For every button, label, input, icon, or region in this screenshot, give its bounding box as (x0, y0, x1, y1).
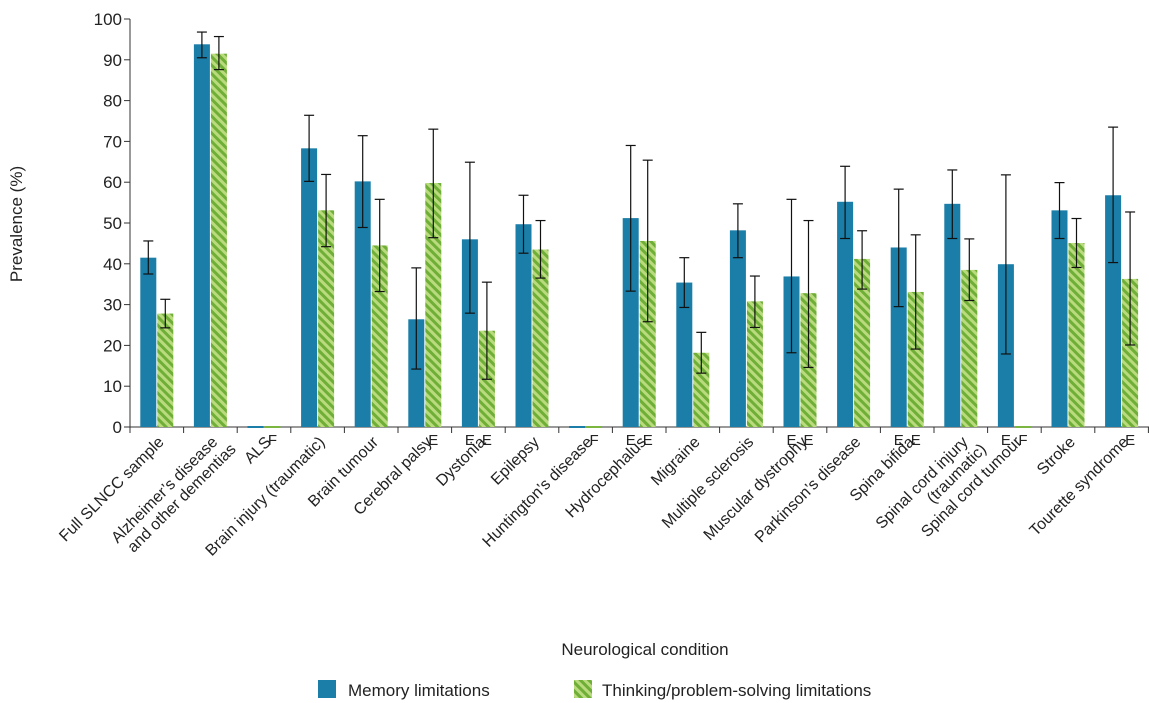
y-tick-label: 30 (103, 296, 122, 315)
x-tick-label: Epilepsy (488, 434, 543, 489)
quality-flag: E (1125, 432, 1135, 449)
y-tick-label: 0 (113, 418, 122, 437)
bar-memory (461, 239, 478, 427)
y-tick-label: 40 (103, 255, 122, 274)
x-tick-label-line: Dystonia (433, 434, 489, 490)
legend-swatch-memory (318, 680, 336, 698)
quality-flag: E (894, 432, 904, 449)
bar-thinking (746, 301, 763, 427)
bar-memory (729, 230, 746, 427)
x-tick-label-line: Tourette syndrome (1027, 434, 1133, 540)
bar-memory (193, 44, 210, 428)
bar-thinking (425, 183, 442, 427)
bar-thinking (1122, 278, 1139, 427)
bar-thinking (371, 245, 388, 427)
bar-memory (354, 181, 371, 427)
y-tick-label: 80 (103, 92, 122, 111)
quality-flag: E (786, 432, 796, 449)
x-tick-label: Tourette syndrome (1027, 434, 1133, 540)
y-tick-label: 10 (103, 377, 122, 396)
bar-memory (837, 201, 854, 427)
bar-thinking (693, 352, 710, 427)
y-axis-title: Prevalence (%) (7, 166, 26, 282)
quality-flag: E (465, 432, 475, 449)
bar-thinking (639, 240, 656, 427)
bar-thinking (532, 249, 549, 427)
bar-memory (1051, 210, 1068, 427)
y-tick-label: 20 (103, 336, 122, 355)
bar-memory (301, 148, 318, 427)
x-tick-label: Migraine (648, 434, 703, 489)
y-tick-label: 100 (94, 10, 122, 29)
bar-memory (1105, 195, 1122, 427)
y-tick-label: 70 (103, 132, 122, 151)
bar-thinking (210, 53, 227, 428)
y-tick-label: 60 (103, 173, 122, 192)
x-tick-label-line: Migraine (648, 434, 703, 489)
x-tick-label: Muscular dystrophy (701, 434, 811, 544)
legend-swatch-thinking (574, 680, 592, 698)
x-tick-label-line: Muscular dystrophy (701, 434, 811, 544)
quality-flag: E (626, 432, 636, 449)
bar-thinking (854, 258, 871, 427)
bar-memory (890, 247, 907, 427)
quality-flag: E (482, 432, 492, 449)
x-tick-label: Multiple sclerosis (659, 434, 757, 532)
bar-memory (622, 218, 639, 427)
bar-thinking (1068, 242, 1085, 427)
bar-thinking (961, 269, 978, 427)
quality-flag: E (428, 432, 438, 449)
bar-memory (408, 319, 425, 427)
x-tick-label-line: Multiple sclerosis (659, 434, 757, 532)
bar-memory (515, 224, 532, 427)
legend: Memory limitations Thinking/problem-solv… (318, 680, 871, 700)
bar-memory (676, 282, 693, 427)
legend-label-thinking: Thinking/problem-solving limitations (602, 681, 871, 700)
quality-flag: F (268, 432, 277, 449)
y-tick-label: 50 (103, 214, 122, 233)
x-tick-label-line: Stroke (1034, 434, 1079, 479)
x-tick-label: Parkinson’s disease (752, 434, 865, 547)
bar-thinking (318, 210, 335, 427)
x-tick-label: Dystonia (433, 434, 489, 490)
bar-thinking (907, 291, 924, 427)
bar-thinking (157, 313, 174, 427)
quality-flag: F (1018, 432, 1027, 449)
bar-memory (944, 203, 961, 427)
bar-memory (140, 257, 157, 427)
quality-flag: E (803, 432, 813, 449)
quality-flag: E (911, 432, 921, 449)
x-axis-title: Neurological condition (561, 640, 728, 659)
x-tick-label-line: Alzheimer’s disease (108, 434, 221, 547)
legend-label-memory: Memory limitations (348, 681, 490, 700)
x-tick-label: Stroke (1034, 434, 1079, 479)
quality-flag: E (643, 432, 653, 449)
y-tick-label: 90 (103, 51, 122, 70)
x-tick-label-line: Parkinson’s disease (752, 434, 865, 547)
quality-flag: E (1001, 432, 1011, 449)
quality-flag: F (590, 432, 599, 449)
x-tick-label-line: Epilepsy (488, 434, 543, 489)
